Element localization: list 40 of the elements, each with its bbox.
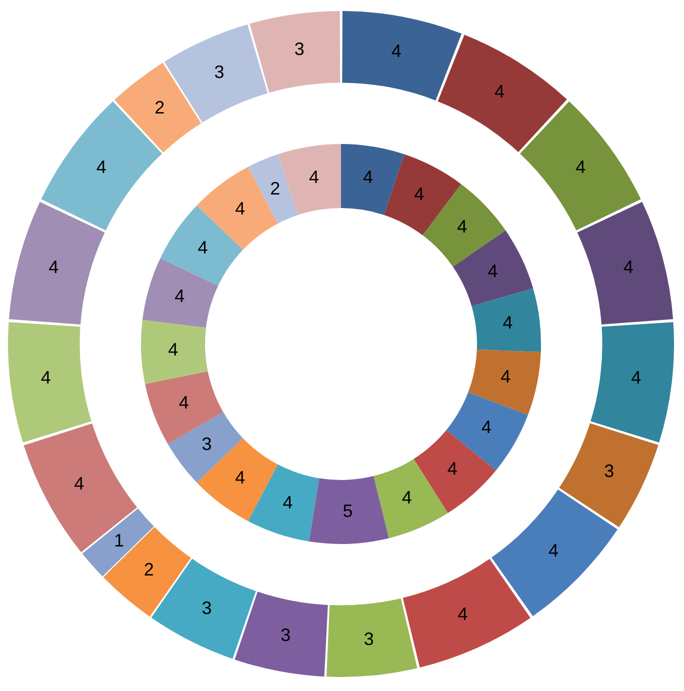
data-label: 4 — [447, 458, 458, 479]
data-label: 5 — [342, 500, 353, 521]
data-label: 4 — [309, 167, 320, 188]
data-label: 4 — [96, 157, 106, 178]
data-label: 4 — [282, 492, 293, 512]
data-label: 4 — [235, 467, 246, 488]
data-label: 4 — [623, 257, 634, 278]
data-label: 4 — [631, 368, 642, 388]
data-label: 4 — [500, 366, 511, 387]
data-label: 3 — [202, 598, 212, 618]
data-label: 4 — [174, 286, 185, 306]
data-label: 4 — [494, 82, 505, 102]
data-label: 4 — [458, 604, 468, 624]
data-label: 4 — [362, 167, 373, 188]
data-label: 4 — [391, 41, 402, 62]
data-label: 4 — [502, 312, 513, 333]
data-label: 4 — [576, 157, 586, 178]
data-label: 2 — [154, 98, 165, 118]
data-label: 4 — [457, 216, 468, 237]
data-label: 4 — [48, 257, 59, 278]
data-label: 3 — [294, 38, 304, 59]
data-label: 4 — [414, 184, 424, 204]
data-label: 3 — [280, 624, 291, 645]
data-label: 4 — [488, 260, 498, 281]
data-label: 4 — [402, 488, 412, 508]
data-label: 1 — [114, 530, 124, 550]
data-label: 3 — [214, 62, 224, 82]
data-label: 4 — [178, 392, 189, 413]
data-label: 4 — [74, 473, 84, 494]
data-label: 3 — [364, 628, 374, 649]
data-label: 3 — [202, 434, 212, 454]
data-label: 4 — [235, 198, 246, 219]
data-label: 2 — [270, 178, 280, 198]
data-label: 2 — [144, 560, 154, 580]
data-label: 4 — [198, 238, 208, 258]
data-label: 4 — [168, 340, 178, 360]
data-label: 3 — [604, 460, 614, 481]
data-label: 4 — [40, 368, 51, 388]
data-label: 4 — [481, 416, 492, 437]
data-label: 4 — [548, 540, 559, 561]
